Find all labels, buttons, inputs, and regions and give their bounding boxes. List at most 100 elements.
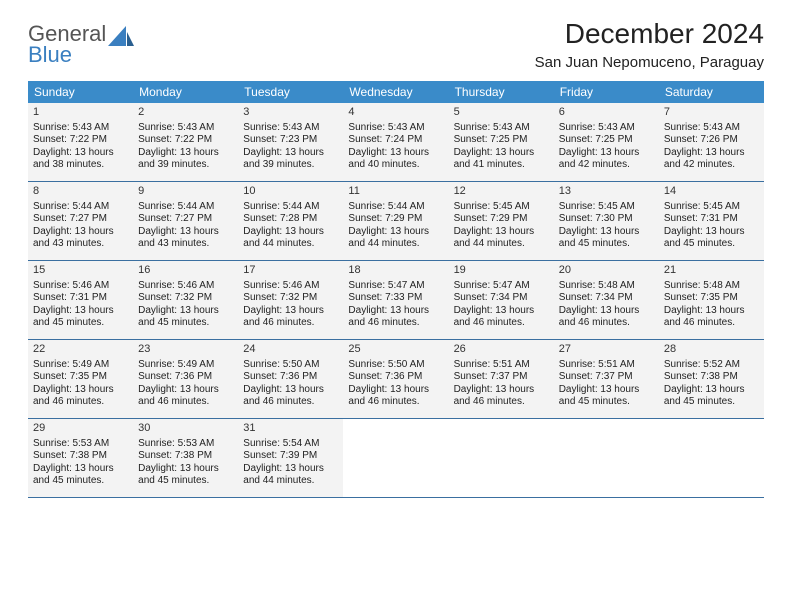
sunset-line: Sunset: 7:36 PM [243,371,338,384]
sunset-line: Sunset: 7:34 PM [559,292,654,305]
daylight-line: Daylight: 13 hours and 45 minutes. [138,463,233,488]
day-number: 16 [138,264,233,278]
dow-cell: Thursday [449,81,554,103]
day-cell: 23Sunrise: 5:49 AMSunset: 7:36 PMDayligh… [133,340,238,418]
week-row: 1Sunrise: 5:43 AMSunset: 7:22 PMDaylight… [28,103,764,182]
sunrise-line: Sunrise: 5:46 AM [33,280,128,293]
day-cell: 19Sunrise: 5:47 AMSunset: 7:34 PMDayligh… [449,261,554,339]
sunrise-line: Sunrise: 5:52 AM [664,359,759,372]
day-cell: 29Sunrise: 5:53 AMSunset: 7:38 PMDayligh… [28,419,133,497]
day-number: 13 [559,185,654,199]
daylight-line: Daylight: 13 hours and 42 minutes. [664,147,759,172]
day-cell: 8Sunrise: 5:44 AMSunset: 7:27 PMDaylight… [28,182,133,260]
dow-cell: Friday [554,81,659,103]
empty-day-cell [449,419,554,497]
logo-sail-icon [108,26,134,48]
logo-text: General Blue [28,24,106,66]
sunrise-line: Sunrise: 5:46 AM [138,280,233,293]
sunset-line: Sunset: 7:38 PM [138,450,233,463]
sunset-line: Sunset: 7:25 PM [559,134,654,147]
sunrise-line: Sunrise: 5:43 AM [243,122,338,135]
dow-cell: Monday [133,81,238,103]
day-cell: 6Sunrise: 5:43 AMSunset: 7:25 PMDaylight… [554,103,659,181]
day-cell: 17 Sunrise: 5:46 AMSunset: 7:32 PMDayligh… [238,261,343,339]
sunset-line: Sunset: 7:39 PM [243,450,338,463]
day-cell: 18Sunrise: 5:47 AMSunset: 7:33 PMDayligh… [343,261,448,339]
sunrise-line: Sunrise: 5:50 AM [243,359,338,372]
sunrise-line: Sunrise: 5:46 AM [243,280,338,293]
day-cell: 7 Sunrise: 5:43 AMSunset: 7:26 PMDaylight… [659,103,764,181]
sunrise-line: Sunrise: 5:43 AM [664,122,759,135]
sunset-line: Sunset: 7:38 PM [664,371,759,384]
sunrise-line: Sunrise: 5:47 AM [454,280,549,293]
sunrise-line: Sunrise: 5:49 AM [33,359,128,372]
day-cell: 13Sunrise: 5:45 AMSunset: 7:30 PMDayligh… [554,182,659,260]
day-cell: 1Sunrise: 5:43 AMSunset: 7:22 PMDaylight… [28,103,133,181]
day-number: 6 [559,106,654,120]
day-number: 8 [33,185,128,199]
day-number: 12 [454,185,549,199]
sunset-line: Sunset: 7:24 PM [348,134,443,147]
sunset-line: Sunset: 7:27 PM [138,213,233,226]
day-cell: 31Sunrise: 5:54 AMSunset: 7:39 PMDayligh… [238,419,343,497]
day-cell: 20Sunrise: 5:48 AMSunset: 7:34 PMDayligh… [554,261,659,339]
sunset-line: Sunset: 7:29 PM [454,213,549,226]
sunrise-line: Sunrise: 5:53 AM [138,438,233,451]
week-row: 22Sunrise: 5:49 AMSunset: 7:35 PMDayligh… [28,340,764,419]
sunset-line: Sunset: 7:33 PM [348,292,443,305]
day-cell: 27Sunrise: 5:51 AMSunset: 7:37 PMDayligh… [554,340,659,418]
sunrise-line: Sunrise: 5:45 AM [454,201,549,214]
day-cell: 4Sunrise: 5:43 AMSunset: 7:24 PMDaylight… [343,103,448,181]
day-number: 17 [243,264,338,278]
sunset-line: Sunset: 7:32 PM [243,292,338,305]
day-number: 19 [454,264,549,278]
day-number: 5 [454,106,549,120]
sunrise-line: Sunrise: 5:43 AM [454,122,549,135]
daylight-line: Daylight: 13 hours and 45 minutes. [559,226,654,251]
day-number: 28 [664,343,759,357]
daylight-line: Daylight: 13 hours and 46 minutes. [454,384,549,409]
sunset-line: Sunset: 7:23 PM [243,134,338,147]
sunrise-line: Sunrise: 5:44 AM [33,201,128,214]
day-cell: 15Sunrise: 5:46 AMSunset: 7:31 PMDayligh… [28,261,133,339]
day-cell: 21Sunrise: 5:48 AMSunset: 7:35 PMDayligh… [659,261,764,339]
sunrise-line: Sunrise: 5:51 AM [559,359,654,372]
sunrise-line: Sunrise: 5:45 AM [559,201,654,214]
day-number: 24 [243,343,338,357]
daylight-line: Daylight: 13 hours and 39 minutes. [138,147,233,172]
day-number: 7 [664,106,759,120]
logo: General Blue [28,24,134,66]
daylight-line: Daylight: 13 hours and 40 minutes. [348,147,443,172]
daylight-line: Daylight: 13 hours and 46 minutes. [243,305,338,330]
sunset-line: Sunset: 7:36 PM [138,371,233,384]
daylight-line: Daylight: 13 hours and 45 minutes. [664,384,759,409]
dow-cell: Tuesday [238,81,343,103]
sunrise-line: Sunrise: 5:43 AM [348,122,443,135]
sunrise-line: Sunrise: 5:45 AM [664,201,759,214]
sunrise-line: Sunrise: 5:44 AM [243,201,338,214]
sunset-line: Sunset: 7:26 PM [664,134,759,147]
day-cell: 25Sunrise: 5:50 AMSunset: 7:36 PMDayligh… [343,340,448,418]
day-number: 11 [348,185,443,199]
day-number: 3 [243,106,338,120]
sunrise-line: Sunrise: 5:50 AM [348,359,443,372]
sunset-line: Sunset: 7:32 PM [138,292,233,305]
day-number: 30 [138,422,233,436]
title-block: December 2024 San Juan Nepomuceno, Parag… [535,18,764,71]
sunset-line: Sunset: 7:29 PM [348,213,443,226]
day-cell: 30 Sunrise: 5:53 AMSunset: 7:38 PMDayligh… [133,419,238,497]
day-cell: 9Sunrise: 5:44 AMSunset: 7:27 PMDaylight… [133,182,238,260]
sunset-line: Sunset: 7:34 PM [454,292,549,305]
location: San Juan Nepomuceno, Paraguay [535,54,764,71]
day-number: 14 [664,185,759,199]
day-cell: 22Sunrise: 5:49 AMSunset: 7:35 PMDayligh… [28,340,133,418]
dow-header-row: SundayMondayTuesdayWednesdayThursdayFrid… [28,81,764,103]
month-title: December 2024 [535,18,764,50]
day-number: 25 [348,343,443,357]
day-number: 1 [33,106,128,120]
daylight-line: Daylight: 13 hours and 45 minutes. [33,305,128,330]
sunset-line: Sunset: 7:35 PM [664,292,759,305]
calendar: SundayMondayTuesdayWednesdayThursdayFrid… [28,81,764,498]
dow-cell: Sunday [28,81,133,103]
daylight-line: Daylight: 13 hours and 46 minutes. [559,305,654,330]
